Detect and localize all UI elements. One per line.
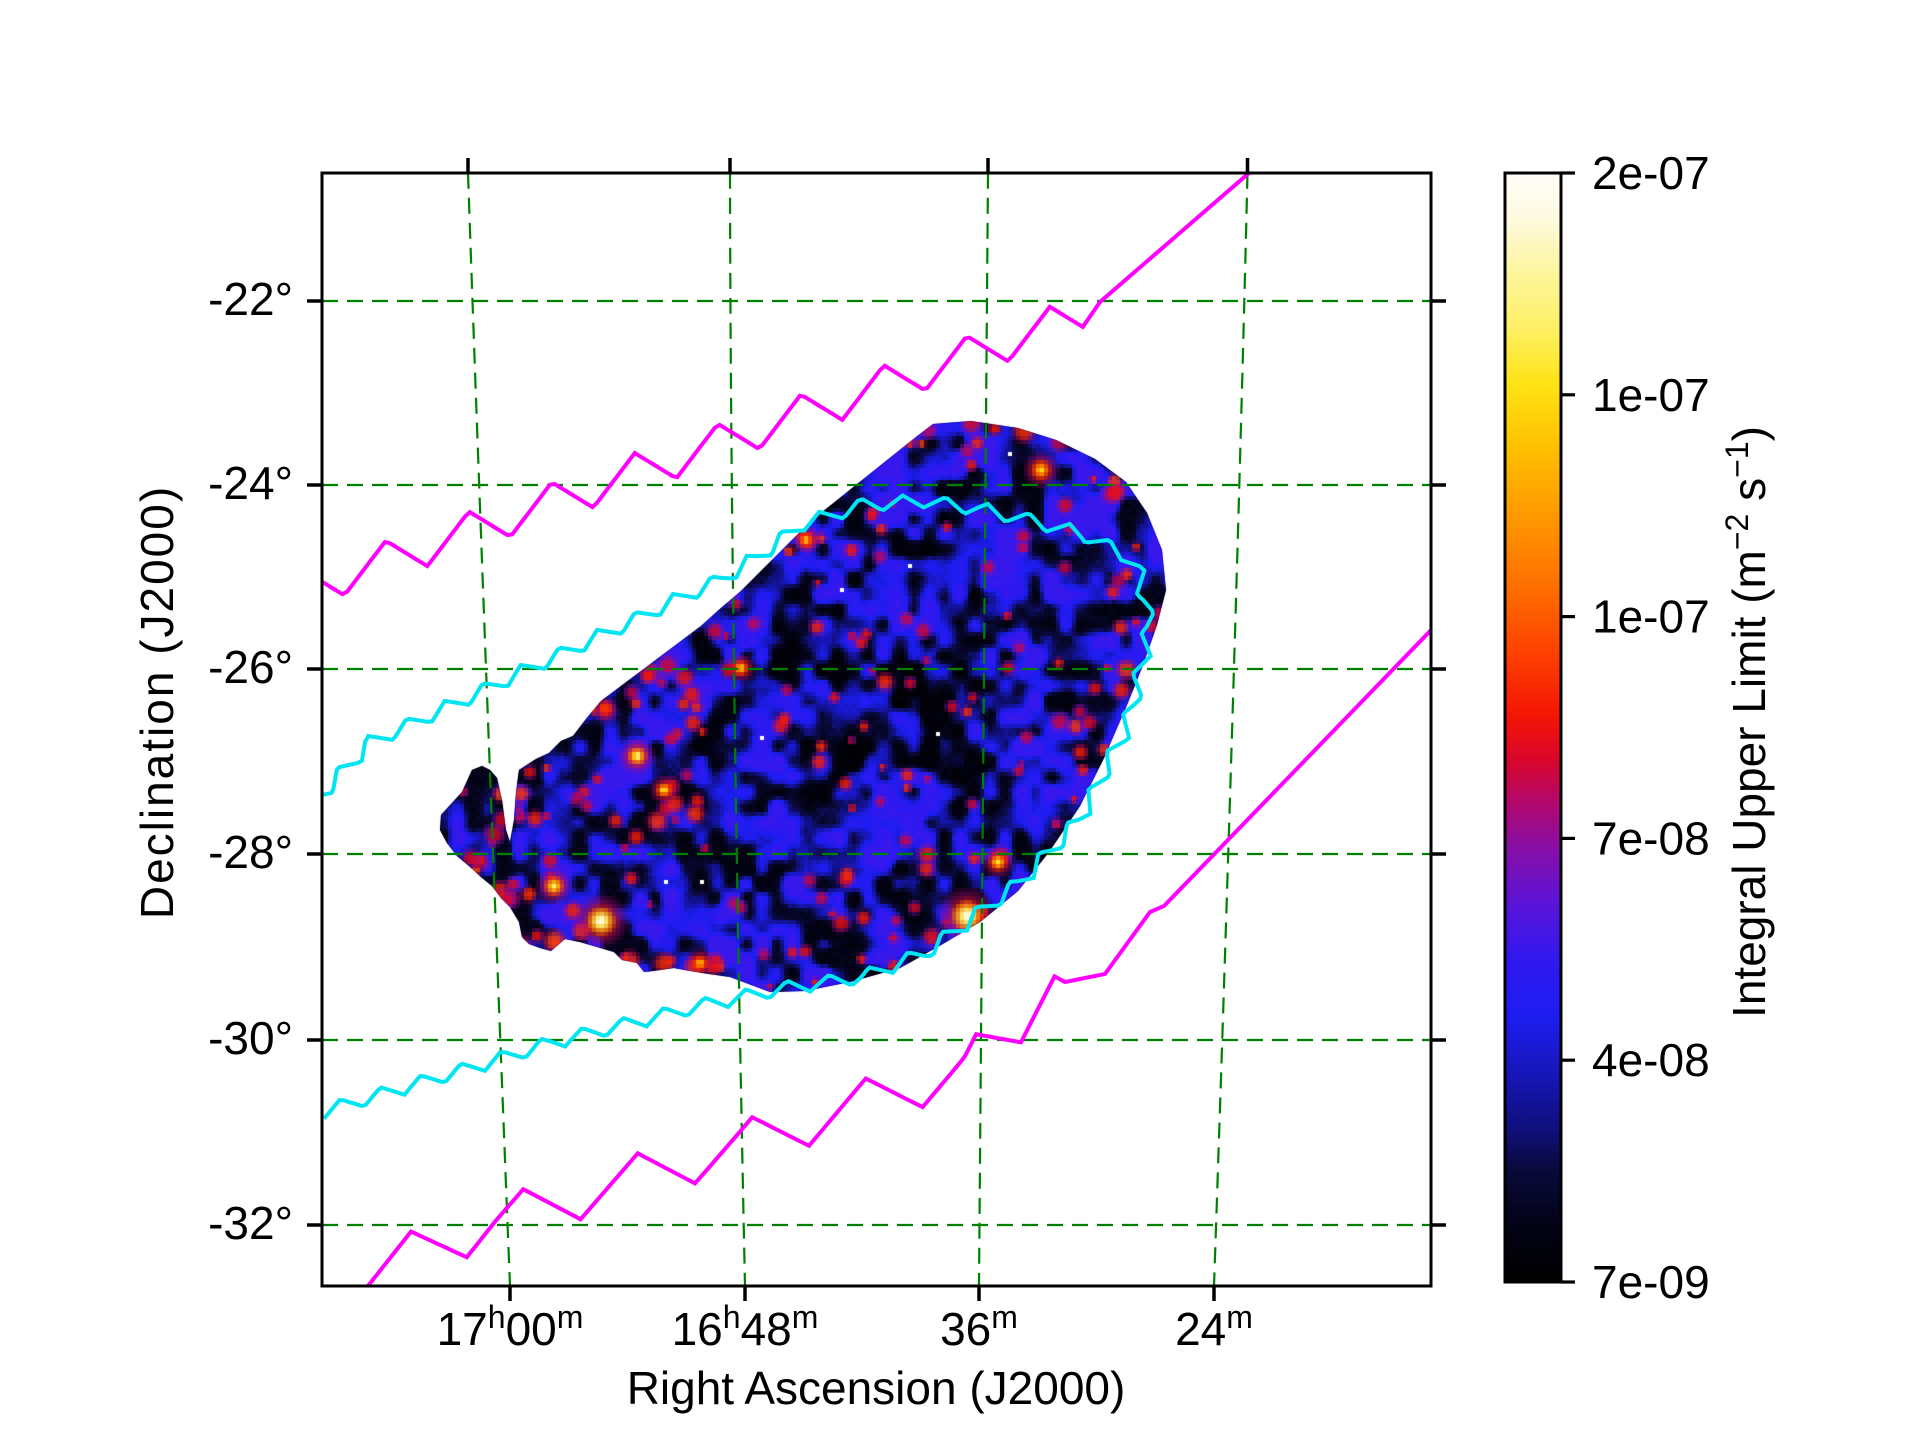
- svg-text:7e-09: 7e-09: [1592, 1256, 1710, 1308]
- svg-text:Right Ascension (J2000): Right Ascension (J2000): [627, 1362, 1126, 1414]
- svg-text:1e-07: 1e-07: [1592, 369, 1710, 421]
- svg-text:-26°: -26°: [208, 641, 293, 693]
- svg-text:7e-08: 7e-08: [1592, 812, 1710, 864]
- svg-text:4e-08: 4e-08: [1592, 1034, 1710, 1086]
- svg-text:-24°: -24°: [208, 457, 293, 509]
- svg-text:-30°: -30°: [208, 1012, 293, 1064]
- svg-text:2e-07: 2e-07: [1592, 147, 1710, 199]
- svg-text:36m: 36m: [940, 1299, 1018, 1355]
- svg-text:-32°: -32°: [208, 1197, 293, 1249]
- svg-text:Declination (J2000): Declination (J2000): [131, 485, 183, 919]
- svg-text:1e-07: 1e-07: [1592, 591, 1710, 643]
- svg-text:-28°: -28°: [208, 826, 293, 878]
- svg-text:Integral Upper Limit (m−2 s−1): Integral Upper Limit (m−2 s−1): [1719, 426, 1775, 1018]
- svg-text:-22°: -22°: [208, 273, 293, 325]
- svg-text:24m: 24m: [1175, 1299, 1253, 1355]
- svg-text:17h00m: 17h00m: [437, 1299, 584, 1355]
- svg-text:16h48m: 16h48m: [672, 1299, 819, 1355]
